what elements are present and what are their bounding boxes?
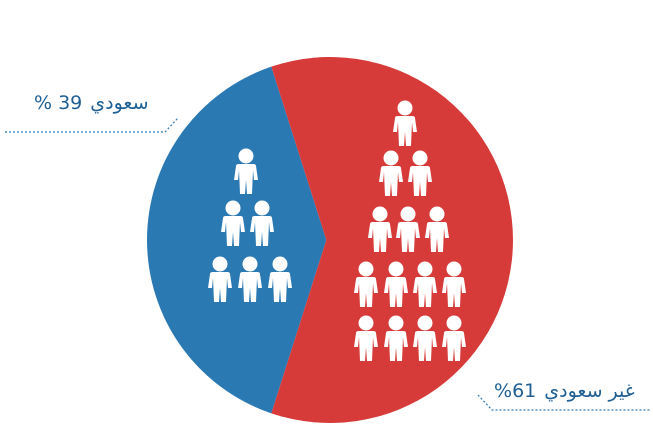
value-label: 39 %: [34, 92, 83, 114]
pie: [147, 56, 513, 423]
label-non-saudi: غير سعودي 61%: [490, 380, 639, 402]
leader-line: [5, 117, 179, 133]
label-saudi: سعودي 39 %: [30, 92, 153, 114]
value-label: 61%: [494, 380, 537, 402]
leader-line: [477, 394, 650, 411]
category-label: غير سعودي: [544, 380, 635, 402]
category-label: سعودي: [90, 92, 149, 114]
